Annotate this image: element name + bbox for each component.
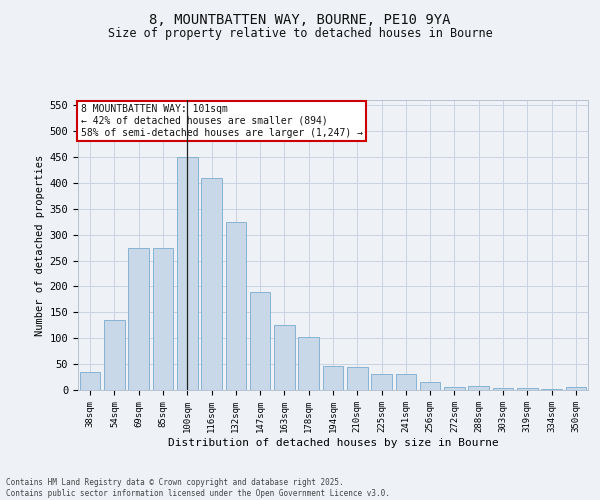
Bar <box>420 382 440 390</box>
Bar <box>566 388 586 390</box>
Bar <box>323 366 343 390</box>
Bar <box>395 374 416 390</box>
Bar <box>298 337 319 390</box>
X-axis label: Distribution of detached houses by size in Bourne: Distribution of detached houses by size … <box>167 438 499 448</box>
Bar <box>104 320 125 390</box>
Bar <box>347 366 368 390</box>
Text: 8 MOUNTBATTEN WAY: 101sqm
← 42% of detached houses are smaller (894)
58% of semi: 8 MOUNTBATTEN WAY: 101sqm ← 42% of detac… <box>80 104 362 138</box>
Text: 8, MOUNTBATTEN WAY, BOURNE, PE10 9YA: 8, MOUNTBATTEN WAY, BOURNE, PE10 9YA <box>149 12 451 26</box>
Bar <box>80 372 100 390</box>
Bar <box>444 388 465 390</box>
Bar <box>274 326 295 390</box>
Text: Contains HM Land Registry data © Crown copyright and database right 2025.
Contai: Contains HM Land Registry data © Crown c… <box>6 478 390 498</box>
Bar <box>493 388 514 390</box>
Bar <box>517 388 538 390</box>
Bar <box>152 248 173 390</box>
Text: Size of property relative to detached houses in Bourne: Size of property relative to detached ho… <box>107 28 493 40</box>
Bar <box>201 178 222 390</box>
Bar <box>469 386 489 390</box>
Bar <box>226 222 246 390</box>
Bar <box>371 374 392 390</box>
Bar <box>177 157 197 390</box>
Bar <box>128 248 149 390</box>
Bar <box>250 292 271 390</box>
Y-axis label: Number of detached properties: Number of detached properties <box>35 154 46 336</box>
